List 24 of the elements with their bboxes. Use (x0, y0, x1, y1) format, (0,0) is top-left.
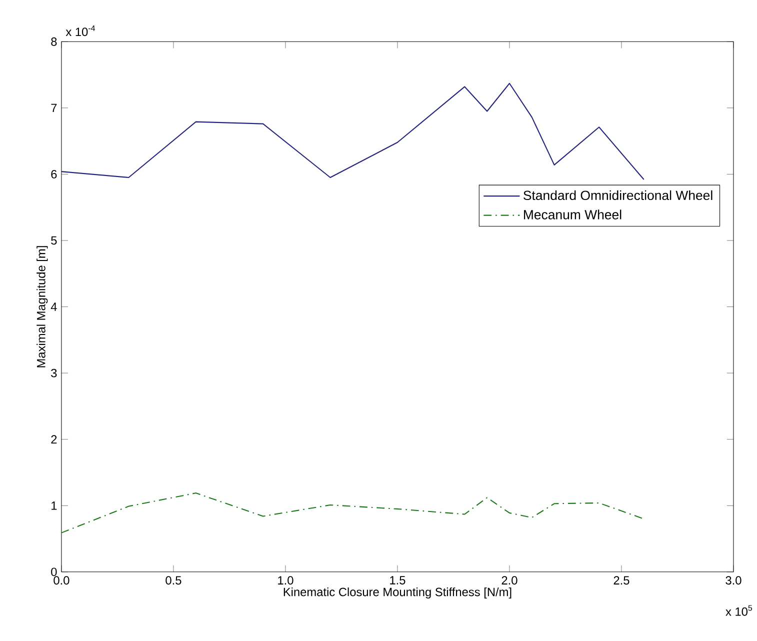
y-tick-label: 8 (51, 37, 57, 46)
y-tick-label: 0 (51, 568, 57, 576)
y-tick-label: 7 (51, 104, 57, 112)
y-tick-label: 5 (51, 236, 57, 245)
y-tick-label: 1 (52, 501, 57, 510)
y-tick-label: 6 (51, 170, 57, 178)
x-tick-label: 1.0 (278, 576, 294, 584)
x-tick-label: 0.0 (54, 576, 70, 584)
y-axis-title: Maximal Magnitude [m] (36, 246, 48, 368)
y-tick-label: 3 (51, 368, 57, 378)
x-tick-label: 0.5 (166, 576, 182, 584)
line-series (61, 82, 644, 180)
x-tick-label: 2.0 (502, 576, 518, 584)
text: x 10$^{-4}$ (66, 25, 95, 36)
text: x 10$^{5}$ (726, 605, 752, 616)
line-series (61, 492, 644, 534)
x-tick-label: 3.0 (726, 576, 742, 584)
x-tick-label: 2.5 (614, 576, 630, 584)
x-axis-title: Kinematic Closure Mounting Stiffness [N/m] (284, 587, 512, 598)
x-tick-label: 1.5 (390, 576, 406, 584)
legend-label: Standard Omnidirectional Wheel (524, 190, 712, 200)
legend-label: Mecanum Wheel (524, 210, 622, 220)
y-tick-label: 4 (50, 302, 57, 311)
y-tick-label: 2 (51, 435, 57, 444)
